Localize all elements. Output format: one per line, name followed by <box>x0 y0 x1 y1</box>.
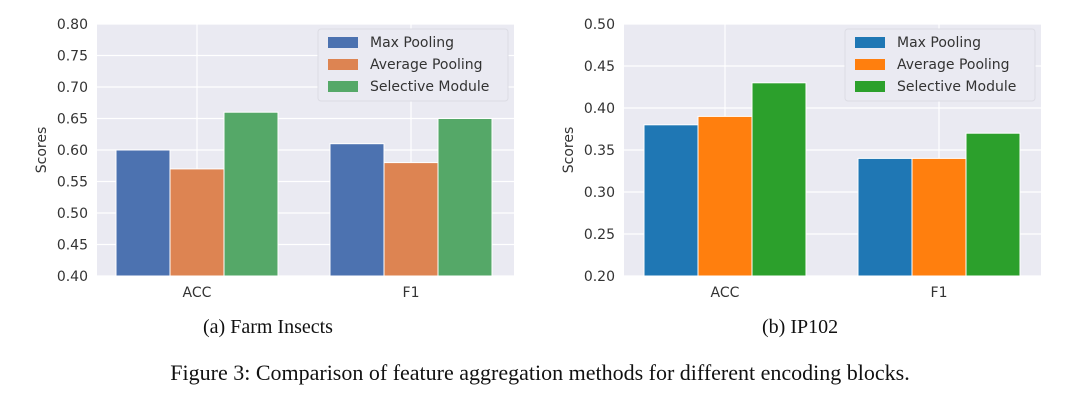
legend-box <box>317 28 509 102</box>
y-tick-label: 0.25 <box>584 227 615 243</box>
bar <box>329 143 385 277</box>
bar <box>697 115 753 277</box>
subplot-caption-a: (a) Farm Insects <box>203 316 333 338</box>
legend: Max Pooling Average Pooling Selective Modu… <box>844 28 1036 102</box>
legend-label: Max Pooling <box>370 35 454 51</box>
bar <box>223 111 279 277</box>
y-tick-label: 0.50 <box>57 206 88 222</box>
bar <box>169 168 225 277</box>
y-tick-label: 0.60 <box>57 143 88 159</box>
legend-swatch <box>328 37 358 48</box>
x-tick-label: ACC <box>711 285 740 301</box>
y-tick-label: 0.75 <box>57 49 88 65</box>
y-axis-label: Scores <box>34 127 50 174</box>
legend-label: Selective Module <box>897 79 1016 95</box>
bar <box>437 118 493 277</box>
y-tick-label: 0.45 <box>584 59 615 75</box>
legend-label: Selective Module <box>370 79 489 95</box>
legend-swatch <box>328 81 358 92</box>
y-tick-label: 0.45 <box>57 238 88 254</box>
legend-swatch <box>855 59 885 70</box>
legend-swatch <box>328 59 358 70</box>
legend-swatch <box>855 81 885 92</box>
figure-caption: Figure 3: Comparison of feature aggregat… <box>170 360 910 385</box>
y-tick-label: 0.65 <box>57 112 88 128</box>
y-tick-label: 0.40 <box>57 269 88 285</box>
legend-box <box>844 28 1036 102</box>
y-tick-label: 0.40 <box>584 101 615 117</box>
legend-swatch <box>855 37 885 48</box>
bar <box>857 157 913 277</box>
chart-ip102: 0.20 0.25 0.30 0.35 0.40 0.45 0.50 ACC F1 Scores M… <box>561 17 1041 301</box>
y-tick-label: 0.20 <box>584 269 615 285</box>
y-tick-label: 0.35 <box>584 143 615 159</box>
subplot-caption-b: (b) IP102 <box>762 316 839 338</box>
legend-label: Average Pooling <box>897 57 1010 73</box>
bar <box>965 132 1021 277</box>
x-tick-label: F1 <box>931 285 948 301</box>
legend-label: Max Pooling <box>897 35 981 51</box>
bar <box>643 124 699 277</box>
y-tick-label: 0.70 <box>57 80 88 96</box>
y-tick-label: 0.30 <box>584 185 615 201</box>
bar <box>383 162 439 277</box>
y-tick-label: 0.55 <box>57 175 88 191</box>
bar <box>751 82 807 277</box>
chart-farm-insects: 0.40 0.45 0.50 0.55 0.60 0.65 0.70 0.75 0.80 ACC F… <box>34 17 514 301</box>
y-tick-label: 0.50 <box>584 17 615 33</box>
legend: Max Pooling Average Pooling Selective Modu… <box>317 28 509 102</box>
x-tick-label: F1 <box>403 285 420 301</box>
x-tick-label: ACC <box>183 285 212 301</box>
bar <box>911 157 967 277</box>
bar <box>115 149 171 277</box>
y-tick-label: 0.80 <box>57 17 88 33</box>
legend-label: Average Pooling <box>370 57 483 73</box>
y-axis-label: Scores <box>561 127 577 174</box>
